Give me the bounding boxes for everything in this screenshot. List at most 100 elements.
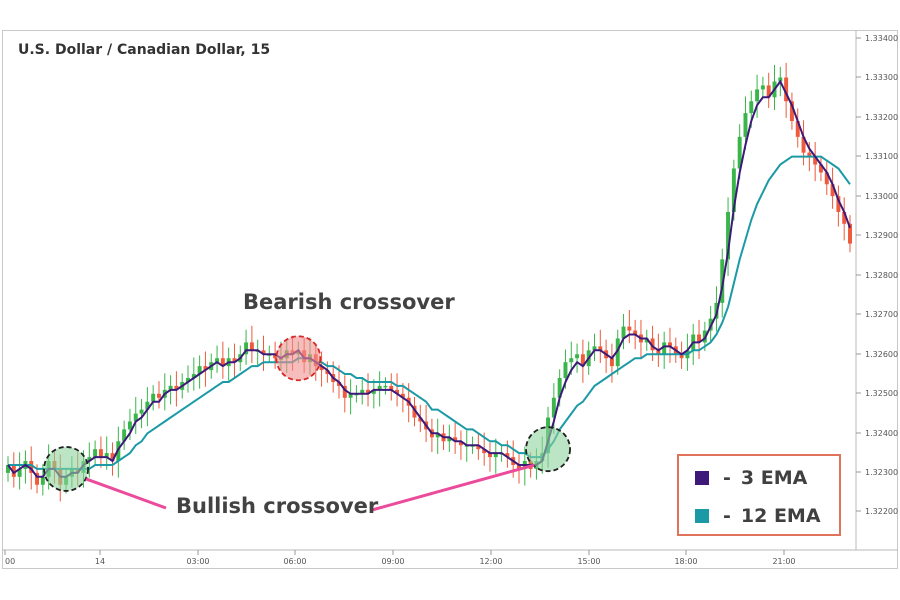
- candle: [11, 452, 16, 488]
- candle: [458, 430, 463, 460]
- candle-body: [801, 136, 806, 153]
- candle-body: [168, 385, 173, 390]
- candle: [609, 343, 614, 383]
- candle: [157, 381, 161, 409]
- x-tick-label: 00: [5, 557, 15, 566]
- candle-body: [418, 417, 423, 422]
- x-tick-label: 18:00: [674, 557, 697, 566]
- candle-body: [726, 211, 731, 260]
- candle: [435, 418, 440, 454]
- legend-dash: -: [723, 467, 731, 489]
- x-tick-label: 14: [95, 557, 105, 566]
- bearish-crossover-label: Bearish crossover: [243, 290, 455, 314]
- candle-body: [580, 354, 585, 367]
- candle: [371, 379, 376, 409]
- candle: [575, 343, 580, 373]
- candle-body: [633, 330, 638, 335]
- candle: [342, 375, 347, 413]
- candle: [697, 319, 701, 360]
- y-tick-label: 1.33200: [865, 113, 898, 122]
- candles-layer: [6, 62, 852, 502]
- candle: [830, 167, 835, 209]
- candle: [784, 62, 789, 118]
- candle-body: [127, 421, 132, 430]
- ema12-line: [8, 155, 851, 470]
- candle-body: [400, 393, 405, 398]
- candle-body: [139, 409, 144, 414]
- legend-dash: -: [723, 505, 731, 527]
- candle: [244, 329, 249, 365]
- candle-body: [232, 358, 237, 363]
- candle-body: [366, 389, 371, 394]
- candle: [824, 159, 829, 195]
- candle: [487, 442, 492, 472]
- candle-body: [87, 457, 92, 462]
- candle: [133, 396, 138, 435]
- candle: [249, 325, 254, 363]
- y-tick-label: 1.33000: [865, 192, 898, 201]
- candle-body: [830, 184, 835, 197]
- candle: [627, 310, 632, 344]
- candle-body: [319, 366, 324, 371]
- y-tick-label: 1.33100: [865, 152, 898, 161]
- candle-body: [261, 350, 266, 355]
- candle: [789, 92, 794, 130]
- candle: [453, 420, 458, 454]
- x-tick-label: 15:00: [577, 557, 600, 566]
- candle-body: [569, 358, 574, 363]
- candle-body: [842, 211, 847, 224]
- y-tick-label: 1.32300: [865, 468, 898, 477]
- candle-body: [203, 366, 208, 371]
- y-tick-label: 1.32200: [865, 507, 898, 516]
- candle: [551, 383, 556, 435]
- candle: [755, 74, 760, 118]
- candle: [389, 373, 394, 401]
- candle-body: [644, 338, 649, 343]
- candle-body: [17, 468, 22, 477]
- candle-body: [697, 334, 701, 343]
- candle: [93, 440, 98, 466]
- candle-body: [145, 401, 150, 410]
- candle: [842, 197, 847, 241]
- candle-body: [395, 389, 400, 394]
- candle-body: [755, 89, 760, 102]
- x-tick-label: 03:00: [186, 557, 209, 566]
- candle-body: [656, 350, 661, 355]
- legend-swatch-3ema: [695, 471, 709, 485]
- candle-body: [35, 472, 40, 485]
- candle-body: [377, 385, 382, 390]
- candle-body: [249, 342, 254, 351]
- legend-label-12ema: 12 EMA: [740, 505, 821, 527]
- candle-body: [662, 342, 667, 355]
- candle-body: [447, 437, 452, 442]
- candle-body: [104, 453, 109, 458]
- candle-body: [824, 172, 829, 185]
- candle-body: [360, 389, 365, 394]
- legend-label-3ema: 3 EMA: [740, 467, 808, 489]
- candle: [377, 371, 382, 407]
- candle: [592, 333, 597, 361]
- candle-body: [40, 476, 45, 485]
- legend-swatch-12ema: [695, 509, 709, 523]
- candle-body: [760, 85, 765, 90]
- candle: [801, 120, 806, 166]
- candle-body: [435, 433, 440, 438]
- candle: [139, 398, 144, 429]
- candle-body: [517, 464, 521, 469]
- legend-item-3ema: - 3 EMA: [695, 464, 807, 492]
- candle-body: [6, 464, 10, 473]
- candle: [151, 385, 156, 411]
- candle-body: [737, 136, 742, 169]
- candle: [644, 329, 649, 352]
- candle-body: [412, 405, 417, 418]
- candle-body: [371, 389, 376, 394]
- y-tick-label: 1.33400: [865, 34, 898, 43]
- candle-body: [505, 453, 510, 458]
- candle-body: [458, 441, 463, 446]
- candle-body: [325, 370, 330, 375]
- candle-body: [476, 445, 481, 450]
- candle: [6, 456, 10, 482]
- candle-body: [609, 358, 614, 367]
- candle: [360, 377, 365, 405]
- y-tick-label: 1.32500: [865, 389, 898, 398]
